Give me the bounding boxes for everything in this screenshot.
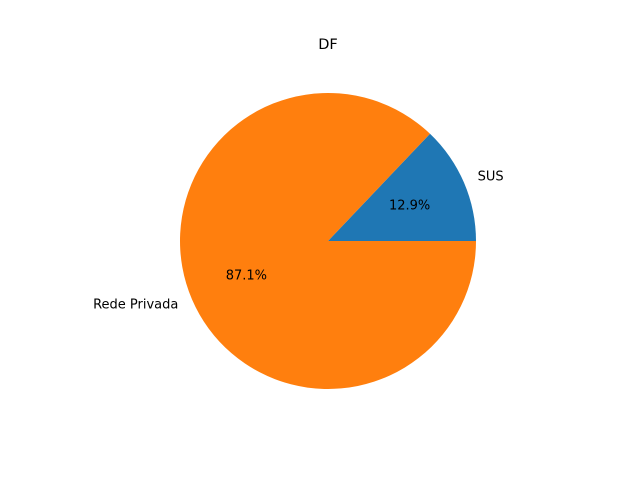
pie-labels: SUS 12.9% Rede Privada 87.1% xyxy=(93,169,504,312)
pie-slice-rede-privada xyxy=(180,93,477,390)
pie-slice-sus xyxy=(328,133,476,241)
chart-title: DF xyxy=(318,37,338,53)
slice-label-rede-privada: Rede Privada xyxy=(93,298,178,313)
pie-slices xyxy=(180,93,477,390)
slice-percent-sus: 12.9% xyxy=(389,198,430,213)
slice-percent-rede-privada: 87.1% xyxy=(226,269,267,284)
slice-label-sus: SUS xyxy=(478,169,504,184)
